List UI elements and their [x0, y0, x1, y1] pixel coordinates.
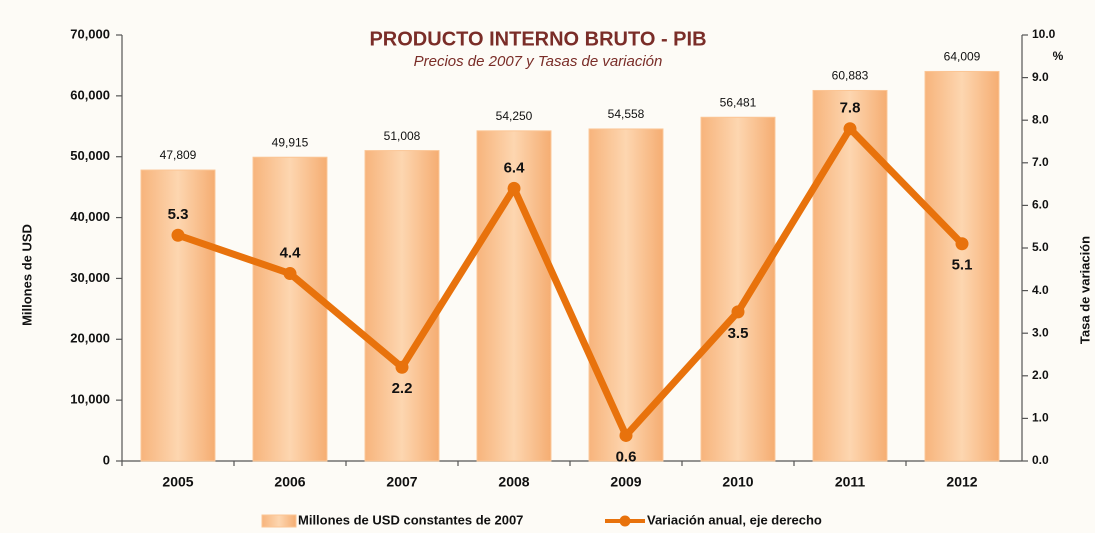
line-value-label: 2.2 [392, 380, 413, 397]
y-axis-label: Millones de USD [19, 224, 34, 326]
x-tick-label: 2005 [162, 474, 193, 490]
bar [365, 151, 439, 461]
y2-tick-label: 4.0 [1032, 283, 1049, 297]
x-tick-label: 2006 [274, 474, 305, 490]
line-value-label: 0.6 [616, 448, 637, 465]
y2-axis-label: Tasa de variación [1077, 236, 1092, 344]
line-value-label: 5.3 [168, 206, 189, 223]
y2-tick-label: 2.0 [1032, 368, 1049, 382]
bar-value-label: 64,009 [944, 50, 981, 64]
bar [813, 90, 887, 461]
x-tick-label: 2009 [610, 474, 641, 490]
x-tick-label: 2008 [498, 474, 529, 490]
y2-tick-label: 8.0 [1032, 112, 1049, 126]
line-value-label: 6.4 [504, 159, 526, 176]
line-value-label: 7.8 [840, 100, 861, 117]
y-tick-label: 0 [103, 452, 110, 467]
y-tick-label: 70,000 [70, 26, 110, 41]
chart-title: PRODUCTO INTERNO BRUTO - PIB [369, 28, 706, 50]
line-marker [172, 229, 185, 242]
y2-tick-label: 10.0 [1032, 27, 1056, 41]
y-tick-label: 30,000 [70, 270, 110, 285]
line-marker [844, 122, 857, 135]
x-tick-label: 2007 [386, 474, 417, 490]
bar-value-label: 60,883 [832, 69, 869, 83]
y-tick-label: 40,000 [70, 209, 110, 224]
line-marker [396, 361, 409, 374]
x-tick-label: 2011 [835, 474, 866, 490]
y2-tick-label: 9.0 [1032, 70, 1049, 84]
line-marker [620, 429, 633, 442]
line-marker [956, 237, 969, 250]
line-marker [284, 267, 297, 280]
x-tick-label: 2010 [722, 474, 753, 490]
y2-tick-label: 6.0 [1032, 198, 1049, 212]
bar-value-label: 51,008 [384, 129, 421, 143]
bar-value-label: 56,481 [720, 95, 757, 109]
line-value-label: 5.1 [952, 257, 973, 274]
y2-tick-label: 7.0 [1032, 155, 1049, 169]
bar-value-label: 49,915 [272, 135, 309, 149]
legend-swatch-marker [620, 516, 631, 527]
y2-tick-label: 3.0 [1032, 325, 1049, 339]
chart-subtitle: Precios de 2007 y Tasas de variación [414, 53, 663, 70]
line-marker [732, 305, 745, 318]
x-tick-label: 2012 [946, 474, 977, 490]
bar-value-label: 47,809 [160, 148, 197, 162]
y2-tick-label: 1.0 [1032, 411, 1049, 425]
bar-value-label: 54,558 [608, 107, 645, 121]
bar [253, 157, 327, 461]
y-tick-label: 60,000 [70, 87, 110, 102]
y2-tick-label: 5.0 [1032, 240, 1049, 254]
legend-label: Millones de USD constantes de 2007 [298, 512, 523, 527]
line-marker [508, 182, 521, 195]
y2-unit-label: % [1053, 49, 1064, 63]
y2-tick-label: 0.0 [1032, 453, 1049, 467]
line-value-label: 4.4 [280, 245, 302, 262]
legend-swatch [262, 515, 296, 527]
chart: PRODUCTO INTERNO BRUTO - PIB Precios de … [0, 0, 1095, 533]
bar [701, 117, 775, 461]
y-tick-label: 50,000 [70, 148, 110, 163]
y-tick-label: 10,000 [70, 392, 110, 407]
line-value-label: 3.5 [728, 325, 749, 342]
bar [477, 131, 551, 461]
y-tick-label: 20,000 [70, 331, 110, 346]
bar-value-label: 54,250 [496, 109, 533, 123]
legend-label: Variación anual, eje derecho [647, 512, 822, 527]
